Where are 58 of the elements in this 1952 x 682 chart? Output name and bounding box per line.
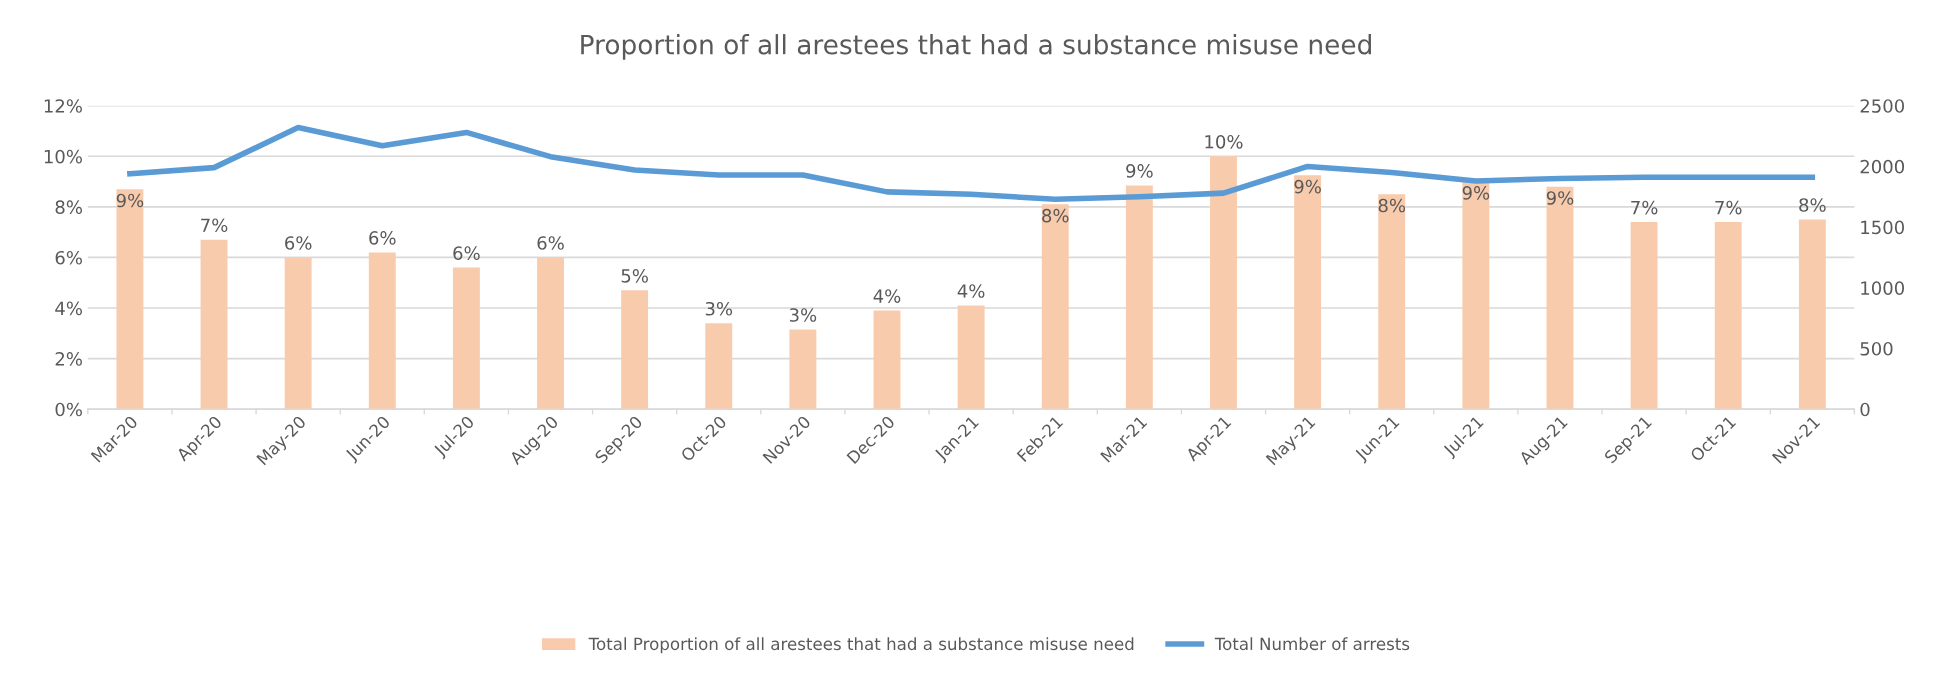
data-label: 9% <box>1546 191 1574 205</box>
data-label: 6% <box>285 236 312 250</box>
data-label: 9% <box>1126 164 1153 178</box>
bar <box>1714 222 1742 410</box>
y2-tick-label: 2000 <box>1860 159 1905 174</box>
bar <box>1041 204 1069 410</box>
bar <box>1210 156 1237 410</box>
bar <box>957 305 985 410</box>
y2-tick-label: 1000 <box>1861 281 1905 295</box>
y2-tick-label: 2500 <box>1860 99 1905 113</box>
bar <box>368 252 396 410</box>
bar <box>1125 185 1153 410</box>
bar <box>1630 222 1658 410</box>
bar <box>284 257 312 410</box>
y-tick-label: 4% <box>55 301 82 316</box>
data-label: 3% <box>789 308 817 322</box>
y2-tick-label: 0 <box>1860 402 1870 417</box>
y2-tick-label: 500 <box>1860 341 1893 356</box>
bar <box>200 239 228 410</box>
bar <box>1462 181 1490 410</box>
data-label: 8% <box>1042 208 1069 223</box>
bar <box>116 189 144 410</box>
y-tick-label: 6% <box>55 250 82 265</box>
y-tick-label: 12% <box>44 99 82 113</box>
y-tick-label: 0% <box>55 402 82 417</box>
data-label: 6% <box>537 236 564 250</box>
data-label: 3% <box>705 301 733 316</box>
chart-title: Proportion of all arestees that had a substance misuse need <box>581 34 1371 60</box>
data-label: 7% <box>1631 200 1658 215</box>
data-label: 4% <box>957 284 985 298</box>
bar <box>537 257 564 410</box>
data-label: 9% <box>1294 179 1321 194</box>
bar <box>1378 194 1406 410</box>
bar <box>789 329 817 410</box>
data-label: 5% <box>621 269 648 283</box>
data-label: 7% <box>201 218 228 233</box>
bar <box>452 267 480 410</box>
bar <box>1798 219 1826 410</box>
y-tick-label: 10% <box>44 149 82 164</box>
bar <box>1294 175 1322 410</box>
data-label: 4% <box>873 289 901 303</box>
y2-tick-label: 1500 <box>1861 220 1905 235</box>
bar <box>705 323 733 410</box>
legend-label: Total Number of arrests <box>1214 637 1410 651</box>
data-label: 9% <box>116 193 144 208</box>
data-label: 10% <box>1205 134 1243 149</box>
y-tick-label: 8% <box>55 200 82 214</box>
bar <box>1546 186 1574 410</box>
data-label: 8% <box>1378 198 1406 213</box>
y-tick-label: 2% <box>55 352 82 366</box>
data-label: 7% <box>1715 200 1742 215</box>
data-label: 6% <box>369 231 396 245</box>
legend-label: Total Proportion of all arestees that had a substance misuse need <box>588 637 1134 654</box>
bar <box>621 290 649 410</box>
data-label: 9% <box>1462 186 1490 200</box>
bar <box>873 310 901 410</box>
data-label: 8% <box>1799 198 1826 212</box>
data-label: 6% <box>453 246 480 260</box>
